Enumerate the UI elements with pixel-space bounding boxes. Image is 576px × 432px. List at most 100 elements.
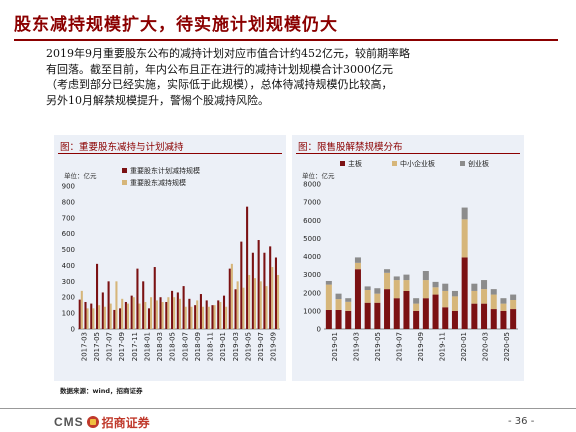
bar xyxy=(153,267,156,329)
bar xyxy=(228,268,231,329)
y-tick-label: 3000 xyxy=(303,271,321,279)
bar-segment xyxy=(413,298,420,304)
bar-segment xyxy=(490,294,497,310)
x-tick-label: 2019-09 xyxy=(270,332,278,361)
x-tick-label: 2018-07 xyxy=(181,332,189,361)
chart-panel-right: 图：限售股解禁规模分布 单位：亿元 0 1000 2000 3000 4000 5000 60… xyxy=(292,135,524,381)
bar-segment xyxy=(364,302,371,329)
bar-segment xyxy=(481,303,488,329)
bar-segment xyxy=(461,219,468,258)
bar xyxy=(263,252,266,329)
x-tick-label: 2019-07 xyxy=(257,332,265,361)
chart-title-rule xyxy=(58,153,282,154)
x-tick-label: 2018-03 xyxy=(156,332,164,361)
bar xyxy=(144,301,147,329)
bar xyxy=(165,301,168,329)
bar-segment xyxy=(354,262,361,270)
bar xyxy=(150,297,153,329)
bar-segment xyxy=(451,310,458,329)
bar xyxy=(119,308,122,329)
legend-swatch xyxy=(122,180,127,185)
y-tick-label: 600 xyxy=(62,230,75,238)
x-tick-label: 2017-05 xyxy=(93,332,101,361)
chart-title-rule xyxy=(296,153,520,154)
bar xyxy=(92,308,95,329)
x-tick-label: 2019-05 xyxy=(244,332,252,361)
x-tick-label: 2019-11 xyxy=(439,332,447,361)
bar xyxy=(271,267,274,329)
bar xyxy=(217,300,220,329)
bar xyxy=(259,281,262,329)
page-number: - 36 - xyxy=(508,416,535,427)
bar xyxy=(124,301,127,329)
bar-segment xyxy=(354,269,361,329)
x-tick-label: 2019-03 xyxy=(352,332,360,361)
y-tick-label: 100 xyxy=(62,310,75,318)
bar-segment xyxy=(442,283,449,291)
bar xyxy=(207,306,210,329)
y-tick-label: 8000 xyxy=(303,181,321,189)
footer-divider xyxy=(0,408,576,409)
bar xyxy=(236,281,239,329)
bar xyxy=(147,308,151,329)
bar xyxy=(130,295,133,329)
bar xyxy=(240,241,243,329)
x-tick-label: 2018-11 xyxy=(207,332,215,361)
bar xyxy=(101,292,104,329)
bar-segment xyxy=(422,298,429,329)
bar xyxy=(176,292,179,329)
bar xyxy=(161,301,164,329)
logo-icon xyxy=(86,416,99,428)
y-tick-label: 2000 xyxy=(303,289,321,297)
logo-text: CMS xyxy=(54,415,84,429)
bar-segment xyxy=(422,280,429,299)
bar xyxy=(184,306,187,329)
company-logo: CMS 招商证券 xyxy=(54,414,150,430)
bar-segment xyxy=(364,286,371,291)
body-line: 2019年9月重要股东公布的减持计划对应市值合计约452亿元，较前期率略 xyxy=(46,47,410,60)
bar-segment xyxy=(442,290,449,308)
y-tick-label: 900 xyxy=(62,183,75,191)
bar xyxy=(269,246,272,329)
bar xyxy=(219,301,222,329)
bar xyxy=(190,306,193,329)
bar-segment xyxy=(500,298,507,304)
bar xyxy=(167,297,170,329)
bar xyxy=(276,274,280,329)
chart-unlock: 单位：亿元 0 1000 2000 3000 4000 5000 6000 7000 8000 20… xyxy=(302,159,518,361)
bar xyxy=(257,240,260,329)
bar-segment xyxy=(384,269,391,273)
data-source-note: 数据来源：wind，招商证券 xyxy=(60,387,143,395)
chart-title-left: 图：重要股东减持与计划减持 xyxy=(60,142,184,153)
bar-segment xyxy=(335,299,342,310)
body-line: （考虑到部分已经实施，实际低于此规模），总体待减持规模仍比较高， xyxy=(46,78,393,91)
chart-reduction: 单位：亿元 0 100 200 300 400 500 600 700 800 900 2017-03… xyxy=(62,166,280,361)
bar-segment xyxy=(345,298,352,302)
bar-segment xyxy=(500,303,507,311)
bar xyxy=(194,305,197,329)
bar xyxy=(274,257,277,329)
y-tick-label: 200 xyxy=(62,294,75,302)
legend-label: 重要股东减持规模 xyxy=(130,178,186,187)
bar xyxy=(121,298,124,329)
legend-swatch xyxy=(392,161,397,166)
bar xyxy=(171,290,174,329)
bar xyxy=(265,286,268,329)
chart-panel-left: 图：重要股东减持与计划减持 单位：亿元 0 100 200 300 400 500 600 70… xyxy=(54,135,286,381)
legend-swatch xyxy=(460,161,465,166)
bar-segment xyxy=(413,303,420,311)
bar xyxy=(98,305,101,329)
bar-segment xyxy=(471,283,478,291)
y-tick-label: 5000 xyxy=(303,235,321,243)
bar-segment xyxy=(481,289,488,304)
bar xyxy=(138,303,141,329)
bar-segment xyxy=(393,276,400,281)
legend-label: 主板 xyxy=(348,159,362,168)
bar xyxy=(80,290,83,329)
bar-segment xyxy=(384,289,391,329)
y-tick-label: 0 xyxy=(317,326,321,334)
y-tick-label: 700 xyxy=(62,214,75,222)
bar xyxy=(196,300,199,329)
bar-segment xyxy=(345,310,352,329)
bar xyxy=(230,263,233,329)
